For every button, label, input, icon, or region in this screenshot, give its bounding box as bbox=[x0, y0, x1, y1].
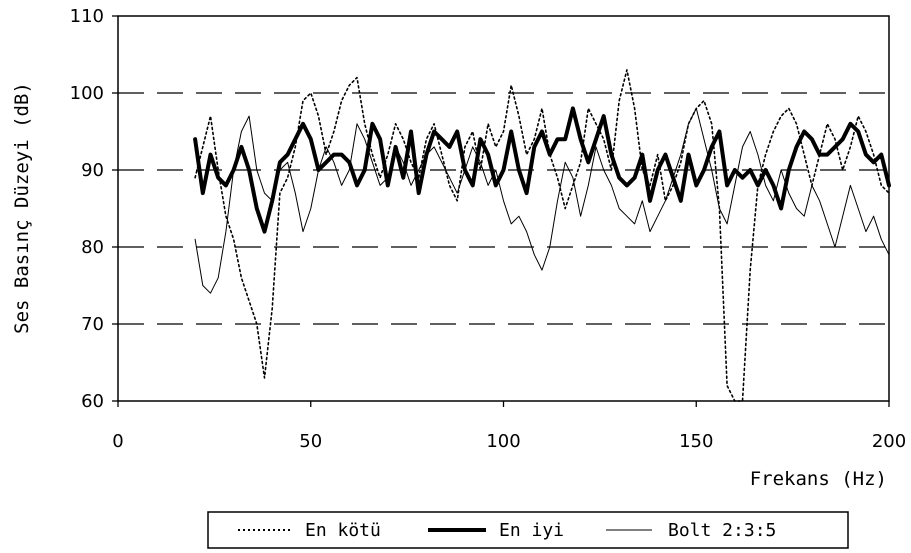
series-lines bbox=[193, 69, 891, 402]
x-tick-label: 50 bbox=[299, 431, 322, 452]
x-tick-label: 100 bbox=[486, 431, 520, 452]
series-line-en-k-t bbox=[194, 69, 890, 402]
series-line-bolt-2-3-5 bbox=[194, 107, 890, 294]
x-tick-label: 0 bbox=[112, 431, 123, 452]
y-tick-label: 60 bbox=[81, 391, 104, 412]
series-line-en-iyi bbox=[193, 106, 891, 234]
legend: En kötü En iyi Bolt 2:3:5 bbox=[207, 511, 849, 549]
y-tick-labels: 60 70 80 90 100 110 bbox=[70, 6, 118, 412]
grid-lines bbox=[118, 92, 889, 325]
legend-label-en-kotu: En kötü bbox=[305, 520, 381, 541]
y-tick-label: 80 bbox=[81, 237, 104, 258]
plot-frame bbox=[117, 15, 890, 402]
x-axis-label: Frekans (Hz) bbox=[750, 468, 887, 490]
x-tick-label: 150 bbox=[679, 431, 713, 452]
x-tick-label: 200 bbox=[872, 431, 906, 452]
y-tick-label: 70 bbox=[81, 314, 104, 335]
y-tick-label: 110 bbox=[70, 6, 104, 27]
legend-box bbox=[207, 511, 849, 549]
legend-label-bolt: Bolt 2:3:5 bbox=[668, 520, 776, 541]
y-tick-label: 90 bbox=[81, 160, 104, 181]
y-axis-label: Ses Basınç Düzeyi (dB) bbox=[11, 82, 33, 334]
y-tick-label: 100 bbox=[70, 83, 104, 104]
x-tick-labels: 0 50 100 150 200 bbox=[112, 401, 906, 452]
legend-label-en-iyi: En iyi bbox=[499, 520, 564, 541]
